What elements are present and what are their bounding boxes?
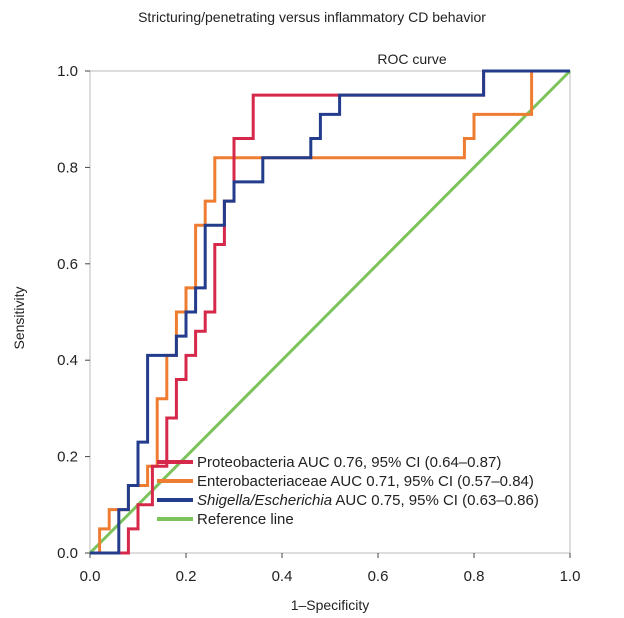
- y-axis-ticks: 0.0 0.2 0.4 0.6 0.8 1.0: [57, 63, 90, 562]
- y-tick-label: 0.2: [57, 449, 78, 466]
- legend-label-1: Enterobacteriaceae AUC 0.71, 95% CI (0.5…: [197, 473, 534, 490]
- y-tick-label: 0.8: [57, 159, 78, 176]
- x-axis-title: 1–Specificity: [291, 597, 370, 613]
- y-tick-label: 0.4: [57, 352, 78, 369]
- legend-label-text: AUC 0.75, 95% CI (0.63–0.86): [332, 492, 539, 509]
- x-tick-label: 0.6: [368, 568, 389, 585]
- x-tick-label: 0.8: [464, 568, 485, 585]
- legend-label-3: Reference line: [197, 511, 294, 528]
- series-line-0: [90, 69, 570, 555]
- legend-label-text: Enterobacteriaceae AUC 0.71, 95% CI (0.5…: [197, 473, 534, 490]
- y-axis-title: Sensitivity: [11, 286, 27, 349]
- x-tick-label: 1.0: [560, 568, 581, 585]
- plot-area: [89, 70, 571, 554]
- y-tick-label: 1.0: [57, 63, 78, 80]
- legend-label-text: Proteobacteria AUC 0.76, 95% CI (0.64–0.…: [197, 454, 501, 471]
- legend-label-text: Reference line: [197, 511, 294, 528]
- x-tick-label: 0.4: [272, 568, 293, 585]
- chart-subtitle: ROC curve: [377, 51, 446, 67]
- x-axis-ticks: 0.0 0.2 0.4 0.6 0.8 1.0: [80, 553, 581, 585]
- y-tick-label: 0.6: [57, 256, 78, 273]
- legend: Proteobacteria AUC 0.76, 95% CI (0.64–0.…: [157, 454, 539, 528]
- chart-title: Stricturing/penetrating versus inflammat…: [138, 9, 486, 25]
- legend-label-2: Shigella/Escherichia AUC 0.75, 95% CI (0…: [197, 492, 539, 509]
- series-lines: [88, 69, 572, 555]
- x-tick-label: 0.2: [176, 568, 197, 585]
- x-tick-label: 0.0: [80, 568, 101, 585]
- series-line-3: [88, 69, 572, 555]
- y-tick-label: 0.0: [57, 545, 78, 562]
- legend-label-0: Proteobacteria AUC 0.76, 95% CI (0.64–0.…: [197, 454, 501, 471]
- legend-label-italic: Shigella/Escherichia: [197, 492, 332, 509]
- series-line-2: [90, 69, 570, 555]
